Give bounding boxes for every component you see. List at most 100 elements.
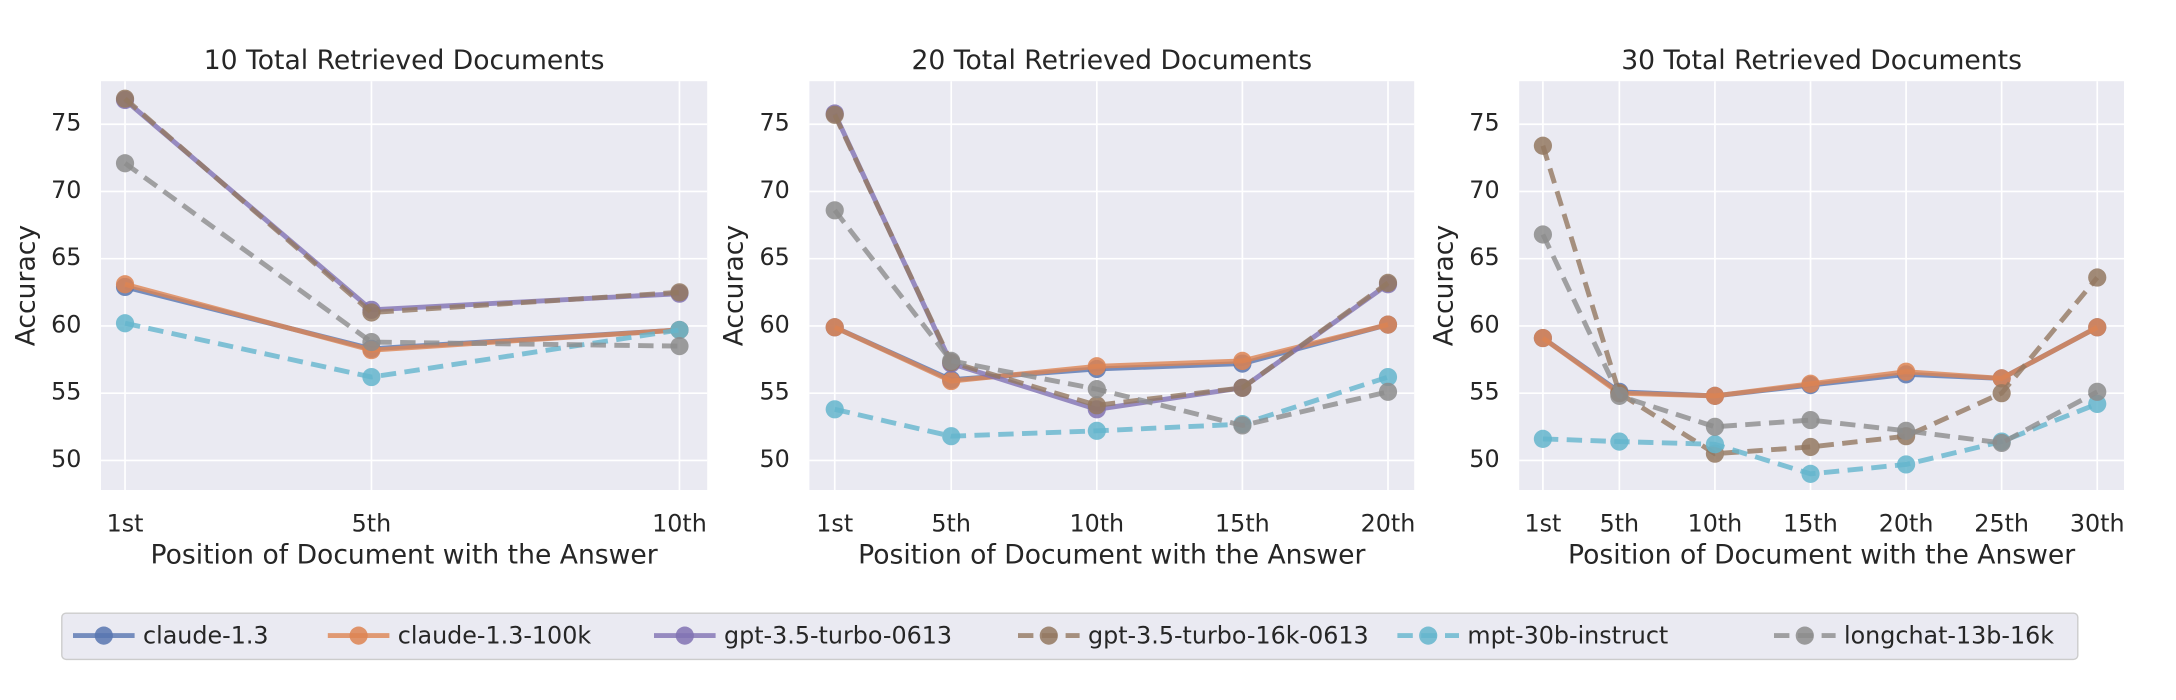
x-axis-label: Position of Document with the Answer <box>150 539 657 570</box>
marker <box>2088 382 2107 401</box>
marker <box>1705 417 1725 436</box>
marker <box>670 283 689 302</box>
marker <box>942 351 961 371</box>
y-axis-label: Accuracy <box>719 225 750 346</box>
marker <box>115 154 135 173</box>
y-tick-label: 50 <box>760 445 790 473</box>
x-tick-label: 25th <box>1974 510 2029 538</box>
marker <box>1533 136 1553 155</box>
marker <box>1087 380 1106 399</box>
legend-marker <box>1419 626 1438 645</box>
x-axis-label: Position of Document with the Answer <box>1568 539 2075 570</box>
y-axis-label: Accuracy <box>1429 225 1460 346</box>
marker <box>1610 386 1629 405</box>
chart-title: 10 Total Retrieved Documents <box>204 45 605 76</box>
marker <box>115 314 135 333</box>
chart-title: 20 Total Retrieved Documents <box>911 45 1312 76</box>
marker <box>1896 421 1916 440</box>
x-tick-label: 5th <box>1600 510 1640 538</box>
marker <box>825 105 844 124</box>
marker <box>1610 432 1629 451</box>
marker <box>2088 318 2107 337</box>
marker <box>115 275 135 294</box>
marker <box>1533 328 1553 348</box>
legend-marker <box>94 626 113 645</box>
marker <box>942 427 961 446</box>
marker <box>825 318 844 337</box>
marker <box>1705 386 1725 405</box>
x-tick-label: 10th <box>1688 510 1743 538</box>
marker <box>1896 362 1916 381</box>
x-tick-label: 1st <box>1524 510 1561 538</box>
y-tick-label: 60 <box>51 310 81 338</box>
x-axis-label: Position of Document with the Answer <box>858 539 1365 570</box>
marker <box>1087 421 1106 440</box>
x-tick-label: 20th <box>1879 510 1934 538</box>
marker <box>825 201 844 220</box>
marker <box>1087 396 1106 415</box>
marker <box>1087 357 1106 376</box>
y-tick-label: 55 <box>760 378 790 406</box>
plot-area <box>809 81 1415 490</box>
marker <box>825 400 844 419</box>
x-tick-label: 1st <box>816 510 853 538</box>
x-tick-label: 1st <box>107 510 144 538</box>
legend-label: claude-1.3-100k <box>398 622 592 650</box>
y-tick-label: 70 <box>51 176 81 204</box>
legend-label: claude-1.3 <box>143 622 269 650</box>
y-tick-label: 75 <box>51 109 81 137</box>
marker <box>1533 429 1553 448</box>
series-line <box>123 161 680 349</box>
x-tick-label: 5th <box>352 510 392 538</box>
y-tick-label: 65 <box>51 243 81 271</box>
marker <box>670 337 689 356</box>
x-tick-label: 10th <box>652 510 707 538</box>
y-tick-label: 70 <box>1469 176 1499 204</box>
legend-marker <box>349 626 368 645</box>
chart-title: 30 Total Retrieved Documents <box>1621 45 2022 76</box>
marker <box>1378 367 1398 387</box>
y-tick-label: 70 <box>760 176 790 204</box>
series-line <box>123 96 680 316</box>
marker <box>115 89 135 108</box>
legend-marker <box>1795 626 1814 645</box>
marker <box>1992 369 2011 388</box>
marker <box>1801 437 1820 457</box>
y-tick-label: 60 <box>1469 310 1499 338</box>
legend-label: gpt-3.5-turbo-16k-0613 <box>1088 622 1369 650</box>
marker <box>362 332 381 352</box>
legend-label: longchat-13b-16k <box>1844 622 2054 650</box>
x-tick-label: 15th <box>1215 510 1270 538</box>
y-tick-label: 65 <box>1469 243 1499 271</box>
marker <box>1992 433 2011 453</box>
marker <box>1378 273 1398 293</box>
y-tick-label: 65 <box>760 243 790 271</box>
x-tick-label: 5th <box>931 510 971 538</box>
marker <box>1378 382 1398 401</box>
marker <box>1233 378 1252 397</box>
y-tick-label: 50 <box>51 445 81 473</box>
marker <box>1233 351 1252 371</box>
y-tick-label: 75 <box>760 109 790 137</box>
marker <box>1801 410 1820 430</box>
legend-label: gpt-3.5-turbo-0613 <box>724 622 952 650</box>
y-tick-label: 55 <box>51 378 81 406</box>
legend-label: mpt-30b-instruct <box>1467 622 1668 650</box>
marker <box>362 303 381 322</box>
x-tick-label: 15th <box>1783 510 1838 538</box>
series-line <box>832 113 1390 408</box>
marker <box>1705 435 1725 454</box>
y-tick-label: 75 <box>1469 109 1499 137</box>
y-axis-label: Accuracy <box>10 225 41 346</box>
y-tick-label: 55 <box>1469 378 1499 406</box>
legend-marker <box>1039 626 1058 645</box>
y-tick-label: 60 <box>760 310 790 338</box>
x-tick-label: 20th <box>1361 510 1416 538</box>
marker <box>362 367 381 387</box>
marker <box>1533 225 1553 244</box>
x-tick-label: 30th <box>2070 510 2125 538</box>
marker <box>1896 455 1916 474</box>
marker <box>1233 416 1252 435</box>
marker <box>1378 315 1398 334</box>
